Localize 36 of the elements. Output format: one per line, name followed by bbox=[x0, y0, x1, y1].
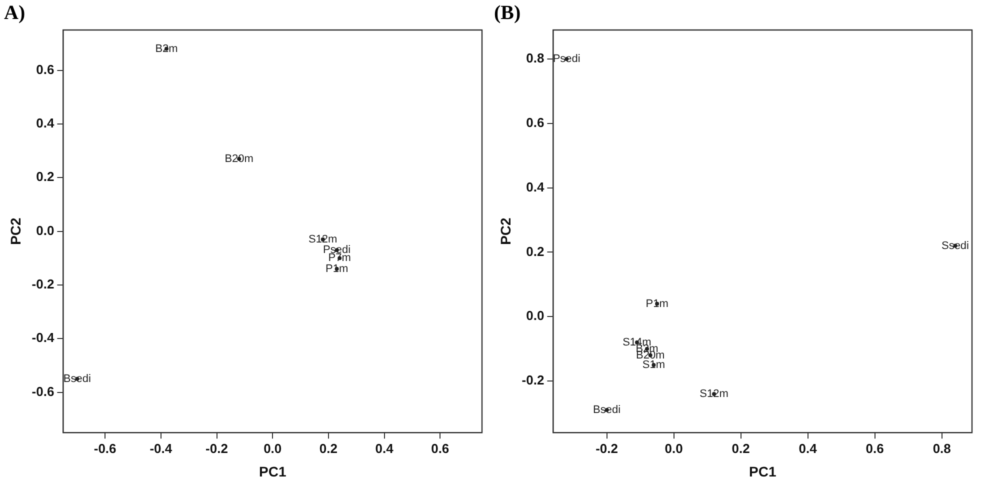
chart-title: (B) bbox=[494, 2, 521, 24]
y-tick-label: -0.2 bbox=[32, 276, 54, 292]
y-tick-label: 0.4 bbox=[36, 116, 55, 131]
x-tick-label: -0.4 bbox=[150, 440, 173, 456]
x-axis-title: PC1 bbox=[748, 463, 776, 480]
data-label: B20m bbox=[224, 152, 254, 165]
x-tick-label: -0.2 bbox=[206, 440, 228, 456]
y-tick-label: -0.6 bbox=[32, 384, 54, 399]
y-tick-label: 0.0 bbox=[36, 222, 54, 238]
data-label: S12m bbox=[308, 233, 338, 246]
x-axis-title: PC1 bbox=[258, 463, 286, 480]
chart-title: A) bbox=[4, 2, 26, 24]
x-tick-label: 0.2 bbox=[319, 440, 338, 456]
x-tick-label: 0.6 bbox=[431, 440, 450, 456]
x-tick-label: -0.2 bbox=[596, 440, 618, 456]
x-tick-label: 0.2 bbox=[732, 440, 750, 456]
y-tick-label: -0.2 bbox=[522, 372, 544, 388]
x-tick-label: 0.8 bbox=[932, 440, 951, 456]
x-tick-label: 0.6 bbox=[866, 440, 884, 456]
y-axis-title: PC2 bbox=[497, 217, 514, 245]
data-label: S12m bbox=[700, 388, 728, 400]
y-tick-label: 0.0 bbox=[526, 308, 544, 324]
data-label: B2m bbox=[155, 42, 178, 55]
y-tick-label: 0.6 bbox=[526, 114, 544, 130]
x-tick-label: 0.4 bbox=[798, 440, 818, 456]
x-tick-label: 0.4 bbox=[375, 440, 394, 456]
y-tick-label: 0.6 bbox=[36, 62, 54, 77]
y-tick-label: 0.8 bbox=[526, 50, 544, 66]
x-tick-label: 0.0 bbox=[664, 440, 683, 456]
y-tick-label: 0.2 bbox=[526, 244, 544, 259]
y-tick-label: 0.4 bbox=[526, 179, 545, 194]
x-tick-label: -0.6 bbox=[94, 440, 116, 456]
y-axis-title: PC2 bbox=[7, 217, 24, 245]
y-tick-label: -0.4 bbox=[32, 330, 55, 346]
x-tick-label: 0.0 bbox=[264, 440, 282, 456]
y-tick-label: 0.2 bbox=[36, 169, 54, 184]
